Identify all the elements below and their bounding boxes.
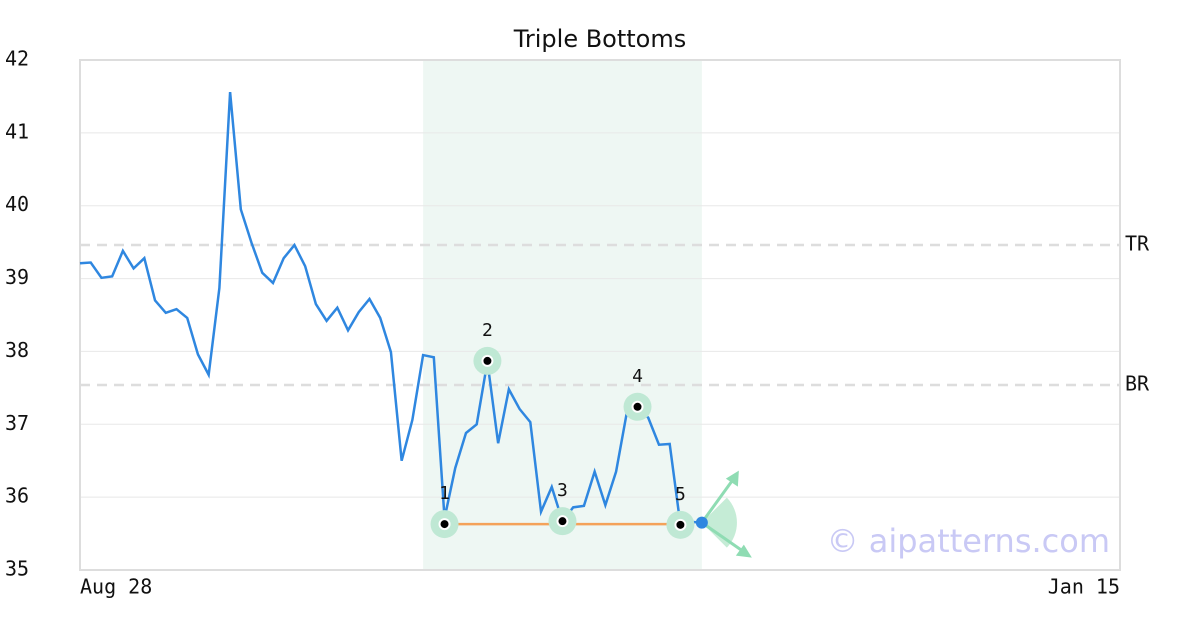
y-tick-label: 35 bbox=[5, 557, 29, 581]
y-tick-label: 40 bbox=[5, 192, 29, 216]
pattern-point bbox=[556, 515, 569, 528]
point-label: 3 bbox=[557, 480, 568, 501]
point-label: 2 bbox=[482, 320, 493, 341]
point-label: 5 bbox=[675, 484, 686, 505]
pattern-point bbox=[631, 400, 644, 413]
last-point bbox=[695, 516, 708, 529]
x-tick-label: Aug 28 bbox=[80, 575, 152, 599]
chart-title: Triple Bottoms bbox=[513, 25, 687, 53]
y-tick-label: 37 bbox=[5, 411, 29, 435]
pattern-point bbox=[674, 518, 687, 531]
level-label: TR bbox=[1125, 232, 1150, 256]
y-tick-label: 36 bbox=[5, 484, 29, 508]
y-tick-label: 38 bbox=[5, 338, 29, 362]
pattern-point bbox=[481, 354, 494, 367]
y-tick-label: 42 bbox=[5, 47, 29, 71]
y-tick-label: 39 bbox=[5, 265, 29, 289]
watermark: © aipatterns.com bbox=[827, 522, 1110, 560]
point-label: 4 bbox=[632, 366, 643, 387]
pattern-point bbox=[438, 518, 451, 531]
level-label: BR bbox=[1125, 371, 1150, 395]
projection-fan bbox=[701, 497, 737, 548]
x-tick-label: Jan 15 bbox=[1048, 575, 1120, 599]
pattern-region bbox=[423, 60, 702, 570]
point-label: 1 bbox=[439, 483, 450, 504]
arrow-head bbox=[725, 470, 739, 487]
plot-frame bbox=[79, 59, 1121, 571]
y-tick-label: 41 bbox=[5, 119, 29, 143]
price-line bbox=[79, 91, 702, 527]
arrow bbox=[700, 521, 749, 556]
arrow bbox=[700, 474, 738, 524]
arrow-head bbox=[735, 544, 752, 558]
